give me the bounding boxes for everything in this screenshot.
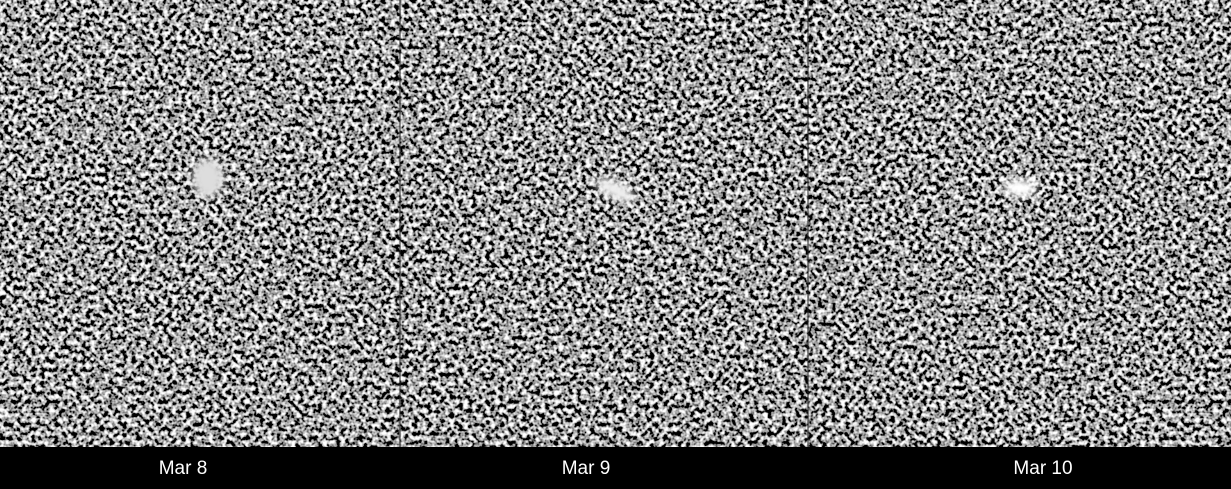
asteroid-echo bbox=[192, 158, 224, 198]
radar-noise bbox=[0, 0, 1231, 447]
date-label: Mar 9 bbox=[562, 458, 611, 479]
date-label: Mar 8 bbox=[159, 458, 208, 479]
asteroid-echo bbox=[1003, 179, 1037, 197]
page: Mar 8 Mar 9 Mar 10 (() => { const data =… bbox=[0, 0, 1231, 489]
date-label: Mar 10 bbox=[1013, 458, 1072, 479]
radar-image: Mar 8 Mar 9 Mar 10 bbox=[0, 0, 1231, 489]
